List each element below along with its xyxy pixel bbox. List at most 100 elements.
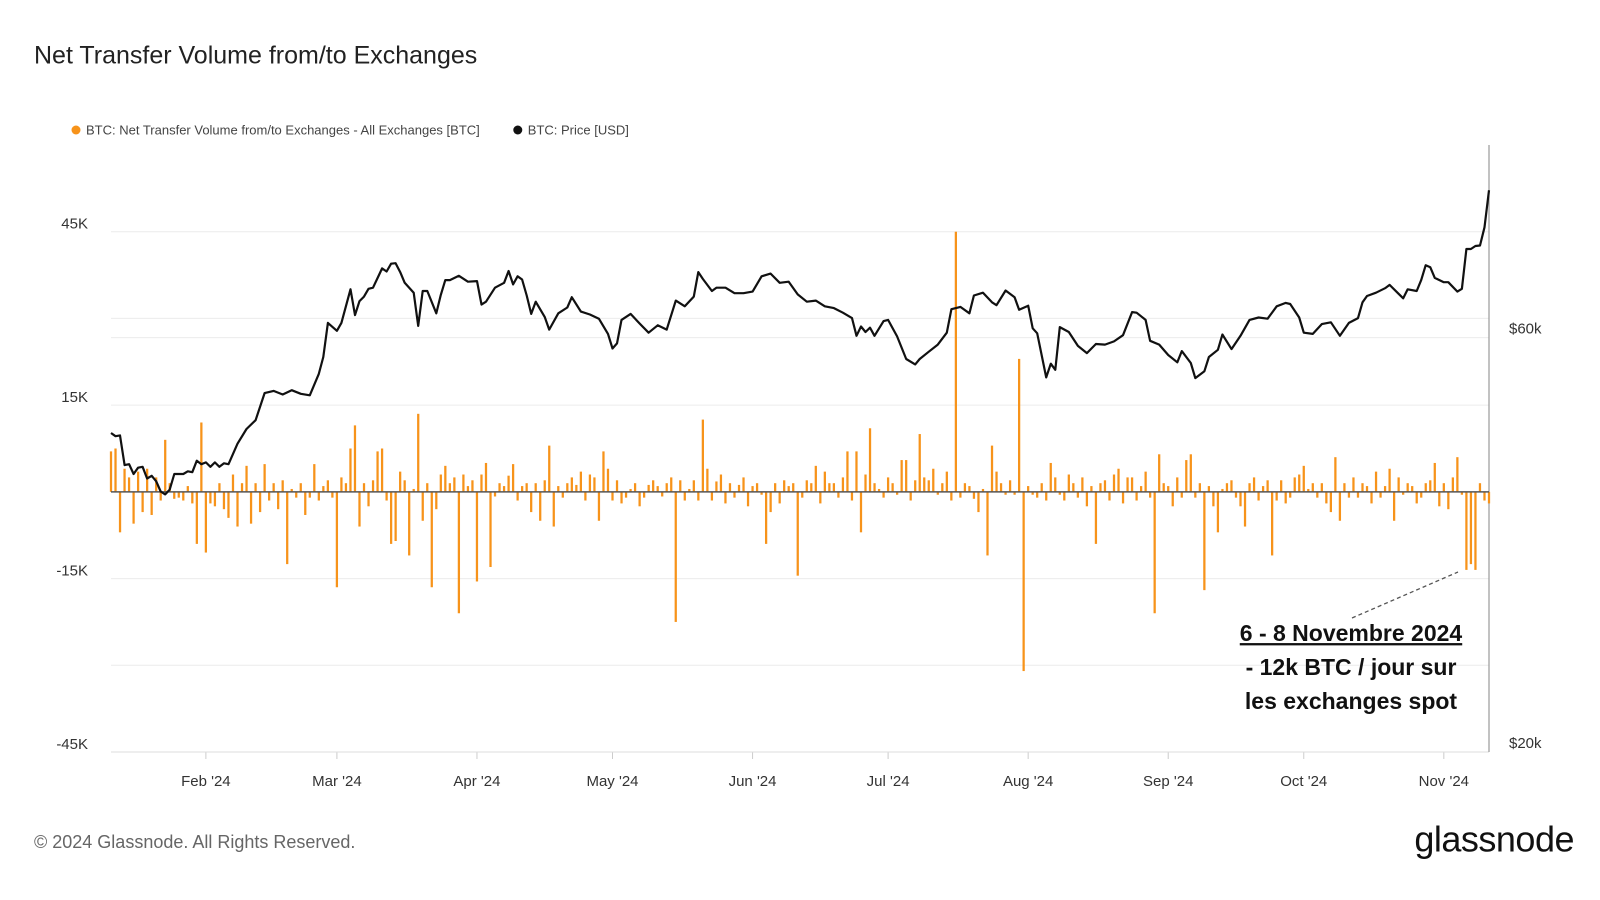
bar	[1153, 491, 1156, 614]
legend-label: BTC: Price [USD]	[528, 122, 629, 137]
bar	[914, 480, 917, 492]
bar	[561, 491, 564, 498]
bar	[195, 491, 198, 544]
bar	[417, 413, 420, 492]
bar	[615, 480, 619, 492]
bar	[159, 491, 162, 501]
bar	[909, 491, 912, 501]
bar	[1180, 491, 1183, 498]
bar	[597, 491, 601, 521]
x-tick-label: Mar '24	[312, 773, 362, 790]
bar	[209, 491, 212, 504]
bar	[796, 491, 799, 576]
bar	[155, 477, 158, 492]
bar	[1099, 483, 1102, 492]
bar	[1031, 491, 1034, 495]
bar	[245, 465, 248, 492]
bar	[999, 483, 1003, 492]
annotation-line: - 12k BTC / jour sur	[1246, 654, 1457, 680]
bar	[1420, 491, 1423, 498]
bar	[787, 486, 790, 492]
bar	[263, 464, 266, 492]
bar	[231, 474, 235, 492]
bar	[389, 491, 393, 544]
bar	[1438, 491, 1441, 507]
bar	[548, 445, 551, 492]
x-tick-label: Feb '24	[181, 773, 231, 790]
bar	[1117, 468, 1120, 492]
bar	[611, 491, 614, 501]
bar	[1058, 491, 1061, 495]
bar	[164, 439, 167, 492]
bar	[1447, 491, 1450, 510]
bar	[981, 488, 985, 492]
bar	[313, 464, 316, 492]
bar	[222, 491, 226, 510]
bar	[728, 483, 732, 492]
bar	[674, 491, 677, 622]
bar	[606, 468, 610, 492]
x-tick-label: Sep '24	[1143, 773, 1193, 790]
bar	[692, 480, 695, 492]
bar	[683, 491, 686, 501]
bar	[1402, 491, 1405, 495]
bar	[1429, 480, 1432, 492]
bar	[900, 460, 903, 492]
y-tick-label: -45K	[56, 736, 88, 753]
bar	[1483, 491, 1486, 501]
bar	[240, 483, 244, 492]
bar	[1311, 483, 1314, 492]
bar	[493, 491, 497, 497]
bar	[114, 448, 117, 492]
bar	[1081, 477, 1084, 492]
bar	[150, 491, 153, 515]
bar	[268, 491, 271, 501]
bar	[435, 491, 438, 510]
bar	[1176, 477, 1179, 492]
bar	[638, 491, 641, 507]
bar	[146, 468, 149, 492]
bar	[629, 488, 632, 492]
bar	[385, 491, 388, 501]
x-tick-label: Oct '24	[1280, 773, 1327, 790]
bar	[444, 465, 447, 492]
bar	[258, 491, 262, 513]
bar	[200, 422, 203, 492]
price-line	[110, 190, 1491, 496]
bar	[918, 434, 921, 492]
bar	[1411, 486, 1414, 492]
x-tick-label: May '24	[586, 773, 638, 790]
bar	[362, 483, 366, 492]
bar	[1022, 491, 1025, 672]
bar	[304, 491, 307, 515]
bar	[670, 477, 673, 492]
bar	[530, 491, 533, 513]
bar	[1076, 491, 1079, 498]
bar	[1135, 491, 1138, 501]
bar	[642, 491, 646, 498]
bar	[1216, 491, 1220, 533]
bar	[724, 491, 727, 504]
bar	[1329, 491, 1332, 513]
bar	[1108, 491, 1111, 501]
bar	[1072, 483, 1075, 492]
bar	[1158, 454, 1161, 492]
bar	[1252, 477, 1256, 492]
bar	[557, 486, 560, 492]
bar	[340, 477, 343, 492]
bar	[1465, 491, 1468, 570]
bar	[593, 477, 596, 492]
bar	[272, 483, 275, 492]
bar	[733, 491, 736, 498]
bar	[534, 483, 537, 492]
bar	[453, 477, 456, 492]
bar	[1388, 468, 1391, 492]
bar	[941, 483, 944, 492]
bar	[927, 480, 930, 492]
bar	[1307, 488, 1310, 492]
bar	[805, 480, 808, 492]
plot-area: 45K 15K -15K -45K $60k $20k Feb '24 Mar '24 Apr …	[56, 122, 1542, 790]
bar	[1433, 462, 1436, 492]
bar	[1067, 474, 1070, 492]
bar	[254, 483, 257, 492]
